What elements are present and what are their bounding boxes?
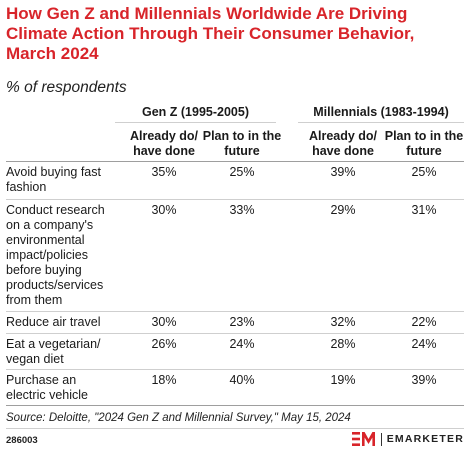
table-row: Avoid buying fast fashion 35% 25% 39% 25… xyxy=(6,162,464,200)
cell-value: 39% xyxy=(330,165,356,179)
cell-value: 32% xyxy=(330,315,356,329)
brand-footer: EMARKETER xyxy=(351,432,464,446)
cell-value: 25% xyxy=(411,165,437,179)
cell-value: 26% xyxy=(151,337,177,351)
column-header: Plan to in the future xyxy=(384,129,464,158)
group-header-millennials: Millennials (1983-1994) xyxy=(298,105,464,123)
cell-value: 25% xyxy=(229,165,255,179)
cell-value: 28% xyxy=(330,337,356,351)
cell-value: 24% xyxy=(229,337,255,351)
column-header: Already do/ have done xyxy=(308,129,378,158)
row-label: Conduct research on a company's environm… xyxy=(6,203,105,307)
column-header-row: Already do/ have done Plan to in the fut… xyxy=(6,126,464,162)
cell-value: 18% xyxy=(151,373,177,387)
cell-value: 30% xyxy=(151,203,177,217)
cell-value: 19% xyxy=(330,373,356,387)
table-row: Reduce air travel 30% 23% 32% 22% xyxy=(6,312,464,334)
cell-value: 22% xyxy=(411,315,437,329)
footer-divider xyxy=(6,428,464,429)
column-header: Already do/ have done xyxy=(129,129,199,158)
emarketer-logo-icon xyxy=(351,432,375,446)
table-row: Eat a vegetarian/ vegan diet 26% 24% 28%… xyxy=(6,334,464,370)
column-header: Plan to in the future xyxy=(202,129,282,158)
group-header-genz: Gen Z (1995-2005) xyxy=(115,105,276,123)
group-header-row: Gen Z (1995-2005) Millennials (1983-1994… xyxy=(6,103,464,126)
data-table: Gen Z (1995-2005) Millennials (1983-1994… xyxy=(6,103,464,406)
row-label: Avoid buying fast fashion xyxy=(6,165,101,194)
cell-value: 31% xyxy=(411,203,437,217)
table-row: Purchase an electric vehicle 18% 40% 19%… xyxy=(6,370,464,406)
chart-id: 286003 xyxy=(6,435,38,446)
cell-value: 23% xyxy=(229,315,255,329)
cell-value: 39% xyxy=(411,373,437,387)
row-label: Eat a vegetarian/ vegan diet xyxy=(6,337,101,366)
chart-title: How Gen Z and Millennials Worldwide Are … xyxy=(6,4,415,63)
row-label: Reduce air travel xyxy=(6,315,101,329)
cell-value: 40% xyxy=(229,373,255,387)
cell-value: 24% xyxy=(411,337,437,351)
row-label: Purchase an electric vehicle xyxy=(6,373,88,402)
cell-value: 35% xyxy=(151,165,177,179)
cell-value: 30% xyxy=(151,315,177,329)
table-row: Conduct research on a company's environm… xyxy=(6,200,464,312)
source-note: Source: Deloitte, "2024 Gen Z and Millen… xyxy=(6,412,351,424)
cell-value: 33% xyxy=(229,203,255,217)
brand-name: EMARKETER xyxy=(386,433,464,445)
brand-separator xyxy=(380,432,382,446)
chart-subtitle: % of respondents xyxy=(6,79,127,96)
cell-value: 29% xyxy=(330,203,356,217)
